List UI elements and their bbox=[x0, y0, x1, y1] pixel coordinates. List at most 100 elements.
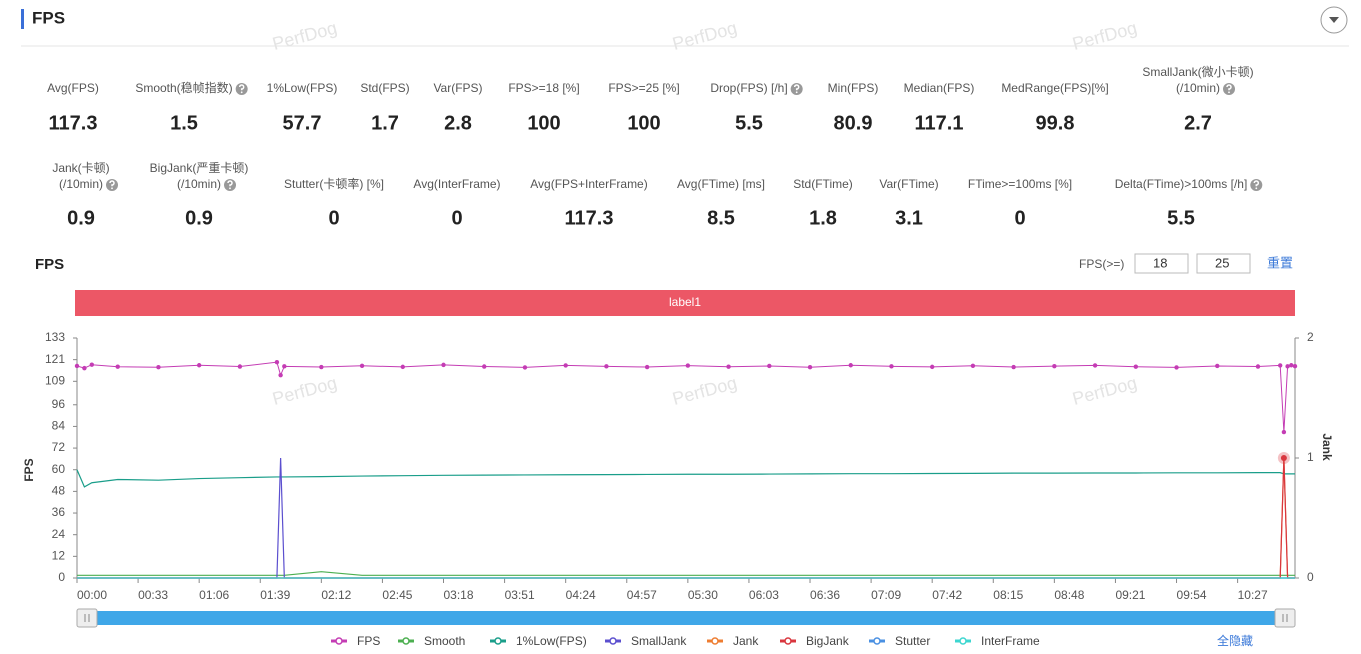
stat-label: Drop(FPS) [/h] bbox=[710, 81, 787, 95]
stat-value: 100 bbox=[527, 112, 560, 134]
stat-value: 2.8 bbox=[444, 112, 472, 134]
legend-item[interactable]: FPS bbox=[331, 634, 380, 648]
watermark: PerfDog bbox=[1070, 18, 1139, 54]
help-icon[interactable] bbox=[1223, 83, 1236, 95]
fps-point bbox=[1011, 364, 1016, 370]
range-slider[interactable] bbox=[76, 608, 1296, 628]
series-line bbox=[77, 571, 1295, 576]
y2-tick-label: 2 bbox=[1307, 330, 1314, 344]
stat-label: FPS>=18 [%] bbox=[508, 81, 579, 95]
fps-point bbox=[156, 365, 161, 370]
stat-label: Avg(FPS) bbox=[47, 81, 99, 95]
help-dot bbox=[1255, 187, 1258, 190]
x-tick-label: 06:03 bbox=[749, 588, 779, 602]
legend-swatch-dot bbox=[494, 637, 502, 645]
help-icon[interactable] bbox=[235, 83, 248, 95]
legend-item[interactable]: SmallJank bbox=[605, 634, 687, 648]
stat-value: 0 bbox=[451, 207, 462, 229]
stat-label: 1%Low(FPS) bbox=[267, 81, 338, 95]
stat-label: FTime>=100ms [%] bbox=[968, 177, 1072, 191]
legend-label: Stutter bbox=[895, 634, 930, 648]
fps-point bbox=[1215, 363, 1220, 369]
stat-value: 117.3 bbox=[49, 112, 98, 134]
y-tick-label: 48 bbox=[52, 484, 66, 498]
watermark: PerfDog bbox=[670, 373, 739, 409]
threshold-input-box[interactable] bbox=[1196, 253, 1251, 274]
fps-point bbox=[278, 372, 283, 378]
legend-swatch-dot bbox=[711, 637, 719, 645]
y2-axis-label: Jank bbox=[1320, 433, 1334, 461]
fps-point bbox=[359, 363, 365, 368]
legend-item[interactable]: 1%Low(FPS) bbox=[490, 634, 587, 648]
series-line bbox=[76, 469, 1295, 488]
x-tick-label: 02:12 bbox=[321, 588, 351, 602]
reset-link[interactable]: 重置 bbox=[1267, 255, 1293, 270]
fps-point bbox=[1092, 363, 1098, 368]
legend-item[interactable]: BigJank bbox=[780, 634, 850, 648]
page-title: FPS bbox=[32, 8, 65, 27]
y-tick-label: 24 bbox=[52, 527, 66, 541]
legend-item[interactable]: Jank bbox=[707, 634, 759, 648]
fps-point bbox=[1289, 363, 1294, 368]
fps-point bbox=[1281, 429, 1287, 435]
help-dot bbox=[795, 91, 798, 94]
x-tick-label: 09:21 bbox=[1115, 588, 1145, 602]
x-tick-label: 07:42 bbox=[932, 588, 962, 602]
collapse-button[interactable] bbox=[1320, 6, 1348, 34]
legend-swatch-dot bbox=[959, 637, 967, 645]
legend-item[interactable]: Stutter bbox=[869, 634, 930, 648]
fps-point bbox=[282, 364, 287, 369]
stat-value: 2.7 bbox=[1184, 112, 1212, 134]
stat-label: Min(FPS) bbox=[828, 81, 879, 95]
watermark: PerfDog bbox=[270, 18, 339, 54]
stat-label: Avg(FPS+InterFrame) bbox=[530, 177, 647, 191]
help-glyph bbox=[1253, 180, 1260, 187]
stat-label: Std(FTime) bbox=[793, 177, 853, 191]
stat-value: 117.1 bbox=[915, 112, 964, 134]
fps-point bbox=[1292, 363, 1298, 369]
series-line bbox=[77, 457, 1295, 579]
stat-value: 3.1 bbox=[895, 207, 923, 229]
stat-label: Jank(卡顿) bbox=[52, 161, 109, 175]
hide-all-link[interactable]: 全隐藏 bbox=[1217, 633, 1253, 648]
help-dot bbox=[240, 91, 243, 94]
fps-point bbox=[1277, 363, 1283, 368]
x-tick-label: 04:24 bbox=[566, 588, 596, 602]
help-icon[interactable] bbox=[106, 179, 119, 191]
fps-point bbox=[807, 365, 813, 370]
fps-point bbox=[767, 363, 772, 369]
legend-swatch-dot bbox=[335, 637, 343, 645]
stat-label: Std(FPS) bbox=[360, 81, 409, 95]
legend-item[interactable]: InterFrame bbox=[955, 634, 1040, 648]
fps-point bbox=[1174, 365, 1179, 370]
stat-label: Median(FPS) bbox=[904, 81, 975, 95]
x-tick-label: 01:06 bbox=[199, 588, 229, 602]
stat-value: 1.8 bbox=[809, 207, 837, 229]
threshold-input-box[interactable] bbox=[1134, 253, 1189, 274]
legend-label: InterFrame bbox=[981, 634, 1040, 648]
stat-value: 0 bbox=[1014, 207, 1025, 229]
x-tick-label: 07:09 bbox=[871, 588, 901, 602]
help-icon[interactable] bbox=[224, 179, 237, 191]
stat-value: 80.9 bbox=[834, 112, 873, 134]
x-tick-label: 06:36 bbox=[810, 588, 840, 602]
legend-label: Smooth bbox=[424, 634, 465, 648]
stat-value: 57.7 bbox=[283, 112, 322, 134]
legend-item[interactable]: Smooth bbox=[398, 634, 465, 648]
fps-point bbox=[237, 364, 243, 369]
chart-title: FPS bbox=[35, 256, 64, 273]
stat-value: 5.5 bbox=[735, 112, 763, 134]
threshold-input: 25 bbox=[1215, 255, 1229, 270]
fps-point bbox=[522, 365, 528, 370]
help-glyph bbox=[238, 84, 245, 91]
threshold-label: FPS(>=) bbox=[1079, 257, 1124, 271]
help-icon[interactable] bbox=[790, 83, 803, 95]
fps-point bbox=[441, 362, 446, 368]
fps-point bbox=[726, 364, 731, 369]
help-icon[interactable] bbox=[1250, 179, 1263, 191]
label-band-text: label1 bbox=[669, 295, 701, 309]
stat-label: FPS>=25 [%] bbox=[608, 81, 679, 95]
x-tick-label: 01:39 bbox=[260, 588, 290, 602]
stat-label: SmallJank(微小卡顿) bbox=[1142, 65, 1253, 79]
